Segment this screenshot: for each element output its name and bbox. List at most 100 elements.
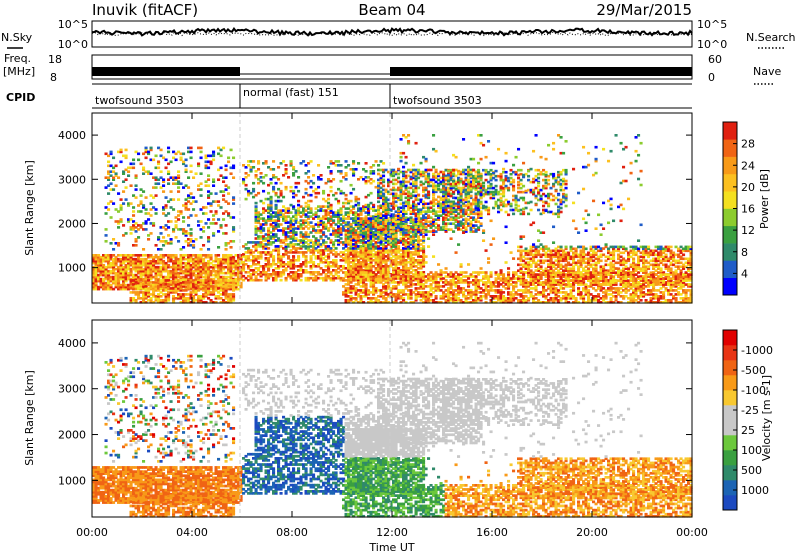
- power-cell: [217, 254, 221, 257]
- power-cell: [259, 213, 263, 216]
- power-cell: [262, 229, 266, 232]
- power-cell: [339, 179, 343, 183]
- power-cell: [324, 225, 328, 228]
- power-cell: [229, 297, 233, 300]
- power-cell: [239, 255, 243, 259]
- power-cell: [132, 277, 136, 281]
- power-cell: [202, 279, 206, 282]
- power-cell: [114, 263, 118, 267]
- power-cell: [169, 257, 173, 261]
- power-cell: [187, 238, 191, 241]
- power-cell: [342, 267, 346, 270]
- power-cell: [344, 172, 348, 175]
- power-cell: [372, 179, 376, 183]
- power-cell: [187, 297, 191, 300]
- power-cell: [307, 227, 311, 230]
- power-cell: [204, 154, 208, 158]
- power-cell: [164, 299, 168, 302]
- power-cell: [319, 243, 323, 246]
- power-cell: [297, 176, 301, 179]
- power-cell: [264, 209, 268, 212]
- power-cell: [309, 207, 313, 210]
- power-cell: [304, 209, 308, 212]
- power-cell: [269, 217, 273, 220]
- power-cell: [124, 265, 128, 269]
- power-cell: [289, 185, 293, 189]
- power-cell: [314, 215, 318, 218]
- power-cell: [204, 156, 208, 160]
- power-cell: [147, 271, 151, 275]
- power-cell: [162, 208, 166, 211]
- power-cell: [107, 160, 111, 164]
- power-cell: [137, 257, 141, 261]
- power-cell: [184, 297, 188, 300]
- power-cell: [92, 257, 96, 261]
- power-cell: [302, 233, 306, 236]
- power-cell: [112, 275, 116, 279]
- power-cell: [357, 201, 361, 205]
- power-cell: [289, 265, 293, 268]
- power-cell: [484, 200, 488, 204]
- power-cell: [122, 279, 126, 283]
- power-cell: [372, 207, 376, 210]
- power-cell: [352, 160, 356, 163]
- power-cell: [267, 273, 271, 276]
- power-cell: [322, 233, 326, 236]
- power-cell: [219, 297, 223, 300]
- power-cell: [169, 206, 173, 209]
- power-cell: [162, 285, 166, 288]
- power-cell: [187, 244, 191, 247]
- power-cell: [222, 299, 226, 302]
- power-cell: [249, 249, 253, 252]
- power-cell: [374, 263, 378, 266]
- power-cell: [194, 265, 198, 269]
- power-cell: [189, 192, 193, 195]
- power-cell: [267, 237, 271, 240]
- power-cell: [364, 235, 368, 238]
- power-cell: [162, 240, 166, 243]
- power-cell: [289, 160, 293, 163]
- power-cell: [322, 209, 326, 212]
- power-cell: [159, 281, 163, 284]
- power-cell: [249, 265, 253, 268]
- power-cell: [297, 199, 301, 203]
- power-cell: [182, 295, 186, 298]
- power-cell: [374, 257, 378, 260]
- power-cell: [142, 267, 146, 271]
- power-cell: [142, 204, 146, 207]
- power-cell: [334, 213, 338, 216]
- power-cell: [299, 241, 303, 244]
- power-cell: [229, 216, 233, 219]
- power-cell: [204, 273, 208, 277]
- power-cell: [294, 213, 298, 216]
- power-cell: [229, 267, 233, 271]
- power-cell: [229, 301, 233, 304]
- power-cell: [262, 265, 266, 268]
- power-cell: [299, 251, 303, 254]
- power-cell: [297, 265, 301, 268]
- power-cell: [349, 199, 353, 203]
- power-cell: [104, 259, 108, 263]
- power-cell: [274, 176, 278, 179]
- power-cell: [362, 229, 366, 232]
- power-cell: [97, 255, 101, 259]
- power-cell: [189, 279, 193, 282]
- power-cell: [174, 271, 178, 275]
- power-cell: [114, 275, 118, 279]
- power-cell: [317, 217, 321, 220]
- power-cell: [289, 243, 293, 246]
- power-cell: [242, 255, 246, 258]
- power-cell: [114, 267, 118, 271]
- power-cell: [364, 261, 368, 264]
- power-cell: [189, 238, 193, 241]
- power-cell: [164, 204, 168, 207]
- power-cell: [202, 297, 206, 300]
- power-cell: [119, 285, 123, 289]
- power-cell: [232, 271, 236, 275]
- power-cell: [294, 219, 298, 222]
- power-cell: [202, 301, 206, 304]
- power-cell: [92, 277, 96, 281]
- power-cell: [349, 191, 353, 195]
- power-cell: [224, 281, 228, 284]
- power-cell: [444, 196, 448, 200]
